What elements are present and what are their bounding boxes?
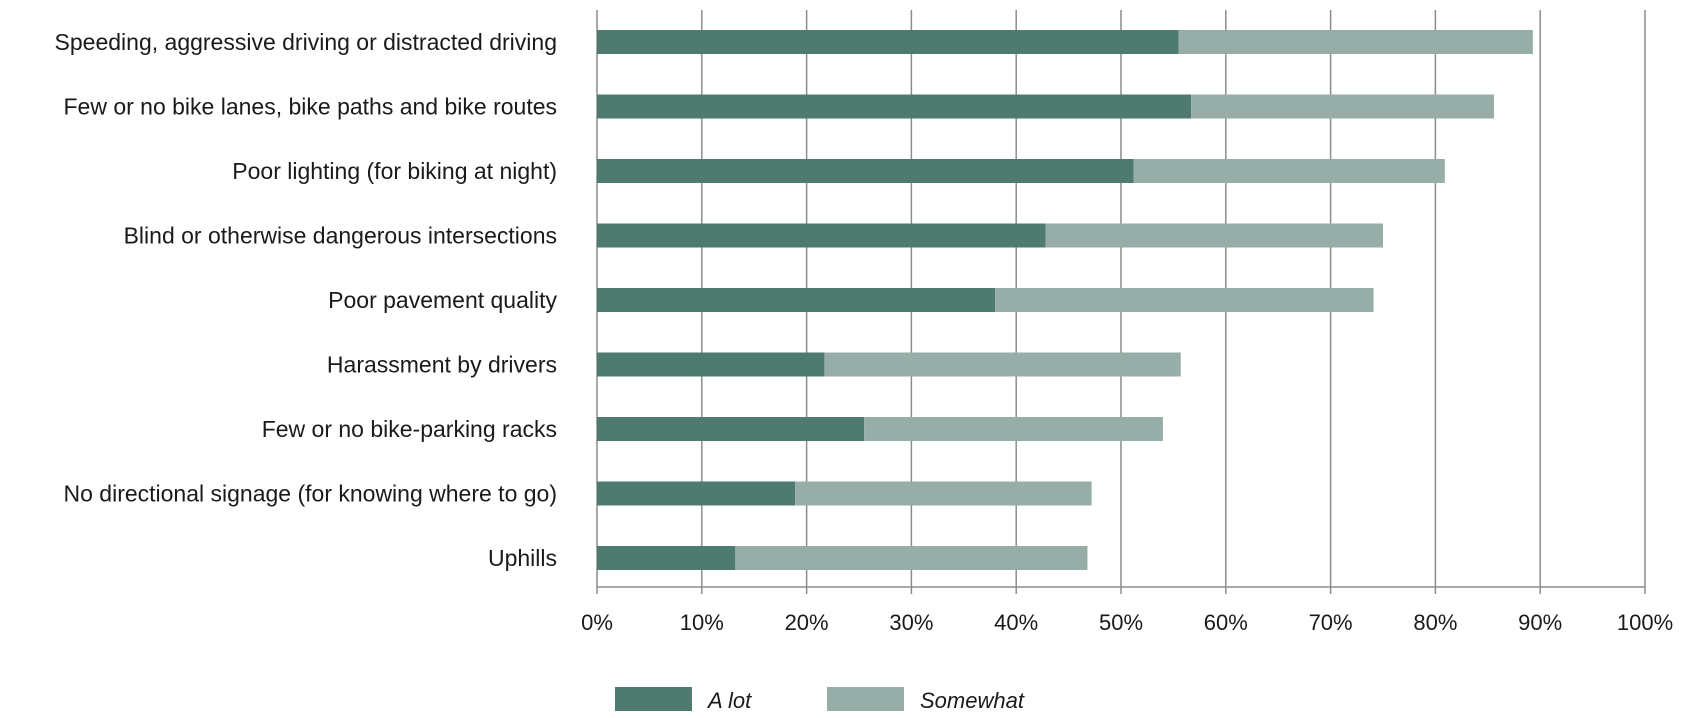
x-tick-label: 100%: [1617, 610, 1673, 635]
bar-a-lot: [597, 481, 796, 506]
bar-somewhat: [1133, 159, 1445, 183]
x-tick-label: 20%: [785, 610, 829, 635]
bar-a-lot: [597, 546, 736, 570]
bar-somewhat: [864, 417, 1163, 441]
x-tick-label: 50%: [1099, 610, 1143, 635]
x-tick-label: 60%: [1204, 610, 1248, 635]
category-label: No directional signage (for knowing wher…: [64, 481, 558, 507]
category-label: Few or no bike-parking racks: [262, 416, 557, 442]
x-tick-label: 0%: [581, 610, 613, 635]
x-tick-label: 40%: [994, 610, 1038, 635]
bar-a-lot: [597, 30, 1179, 54]
bar-a-lot: [597, 417, 865, 441]
bar-somewhat: [824, 352, 1181, 377]
bar-somewhat: [735, 546, 1088, 570]
bar-a-lot: [597, 288, 996, 312]
category-label: Poor pavement quality: [328, 287, 557, 313]
x-tick-label: 10%: [680, 610, 724, 635]
x-tick-label: 30%: [889, 610, 933, 635]
axes: [596, 586, 1646, 594]
bars: [597, 30, 1533, 570]
legend: A lot Somewhat: [615, 687, 1025, 713]
x-tick-label: 70%: [1309, 610, 1353, 635]
tick-labels: 0% 10% 20% 30% 40% 50% 60% 70% 80% 90% 100%: [581, 610, 1673, 635]
category-labels: Speeding, aggressive driving or distract…: [55, 29, 558, 571]
bar-somewhat: [795, 481, 1092, 506]
bar-a-lot: [597, 159, 1134, 183]
category-label: Harassment by drivers: [327, 352, 557, 378]
legend-label-somewhat: Somewhat: [920, 688, 1025, 713]
legend-swatch-somewhat: [827, 687, 904, 711]
bar-somewhat: [995, 288, 1374, 312]
category-label: Poor lighting (for biking at night): [232, 158, 557, 184]
legend-label-a-lot: A lot: [706, 688, 752, 713]
legend-swatch-a-lot: [615, 687, 692, 711]
bar-a-lot: [597, 352, 825, 377]
bar-a-lot: [597, 94, 1192, 119]
category-label: Speeding, aggressive driving or distract…: [55, 29, 557, 55]
x-tick-label: 90%: [1518, 610, 1562, 635]
bar-a-lot: [597, 223, 1046, 248]
category-label: Few or no bike lanes, bike paths and bik…: [63, 94, 557, 120]
bar-somewhat: [1178, 30, 1533, 54]
bar-somewhat: [1045, 223, 1383, 248]
x-tick-label: 80%: [1413, 610, 1457, 635]
bar-somewhat: [1191, 94, 1495, 119]
category-label: Uphills: [488, 545, 557, 571]
category-label: Blind or otherwise dangerous intersectio…: [124, 223, 557, 249]
